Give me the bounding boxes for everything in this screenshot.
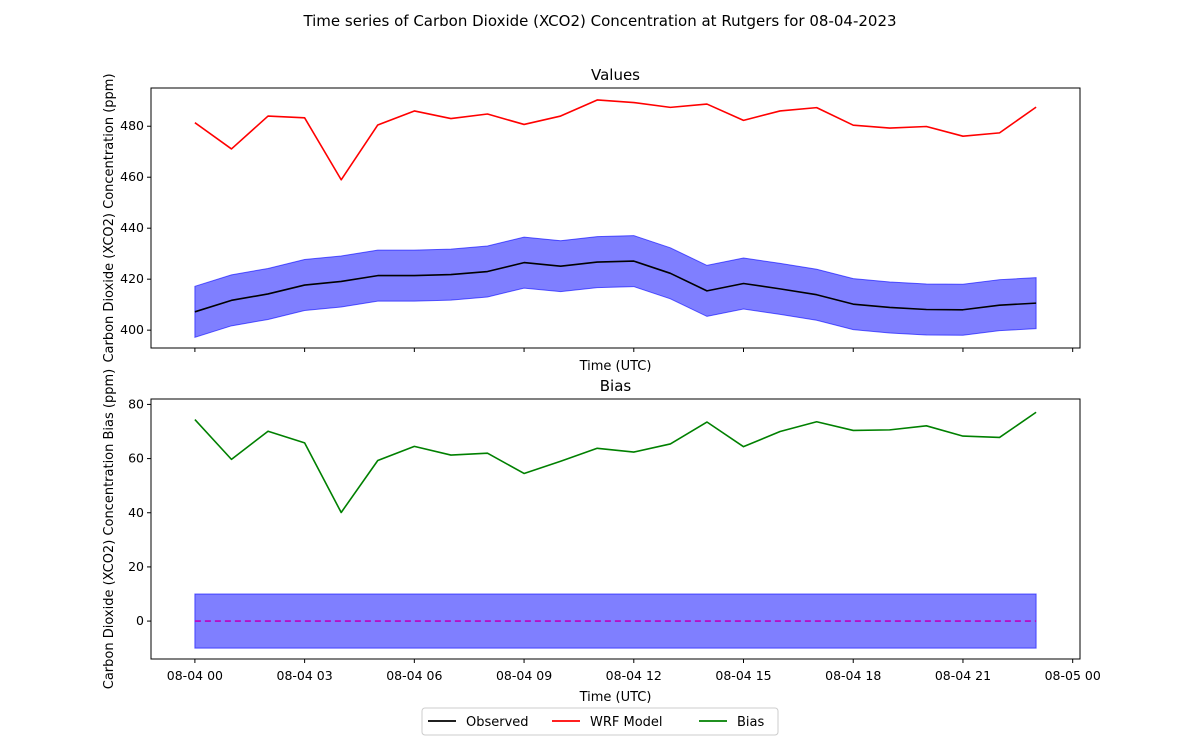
panel-bias: Bias 0 20 40 60 80 08-04 00 08-04 03 08-04 06 08-… [102, 369, 1101, 705]
x-tick-label: 08-04 12 [606, 668, 662, 683]
y-tick-label: 60 [128, 451, 144, 466]
y-tick-label: 40 [128, 505, 144, 520]
uncertainty-band [194, 235, 1037, 338]
y-tick-label: 420 [120, 271, 144, 286]
x-axis-label: Time (UTC) [579, 690, 652, 705]
series-line-wrf-model [194, 99, 1037, 181]
y-tick-label: 440 [120, 220, 144, 235]
y-tick-label: 480 [120, 118, 144, 133]
x-tick-label: 08-04 03 [277, 668, 333, 683]
x-axis-label: Time (UTC) [579, 359, 652, 374]
legend-box [421, 707, 779, 736]
legend-label: Observed [466, 715, 529, 730]
y-tick-label: 400 [120, 322, 144, 337]
y-tick-label: 0 [136, 613, 144, 628]
x-tick-label: 08-04 15 [715, 668, 771, 683]
panel-values: Values 400 420 440 460 480 Time (UTC) Carbon Di… [102, 66, 1081, 374]
y-axis-label: Carbon Dioxide (XCO2) Concentration Bias… [102, 369, 117, 689]
x-tick-label: 08-04 21 [935, 668, 991, 683]
series-line-observed [194, 260, 1037, 313]
legend-label: WRF Model [590, 715, 663, 730]
x-tick-label: 08-04 00 [167, 668, 223, 683]
x-tick-label: 08-05 00 [1045, 668, 1101, 683]
plot-frame [150, 398, 1081, 660]
figure-suptitle: Time series of Carbon Dioxide (XCO2) Con… [302, 12, 896, 30]
x-tick-label: 08-04 18 [825, 668, 881, 683]
legend-label: Bias [737, 715, 764, 730]
legend: Observed WRF Model Bias [421, 707, 779, 736]
panel-title: Bias [600, 377, 632, 395]
y-tick-label: 80 [128, 396, 144, 411]
plot-frame [150, 87, 1081, 349]
x-tick-label: 08-04 06 [386, 668, 442, 683]
y-tick-label: 460 [120, 169, 144, 184]
panel-title: Values [591, 66, 640, 84]
series-line-bias [194, 411, 1037, 514]
y-axis-label: Carbon Dioxide (XCO2) Concentration (ppm… [102, 73, 117, 362]
x-tick-label: 08-04 09 [496, 668, 552, 683]
y-tick-label: 20 [128, 559, 144, 574]
